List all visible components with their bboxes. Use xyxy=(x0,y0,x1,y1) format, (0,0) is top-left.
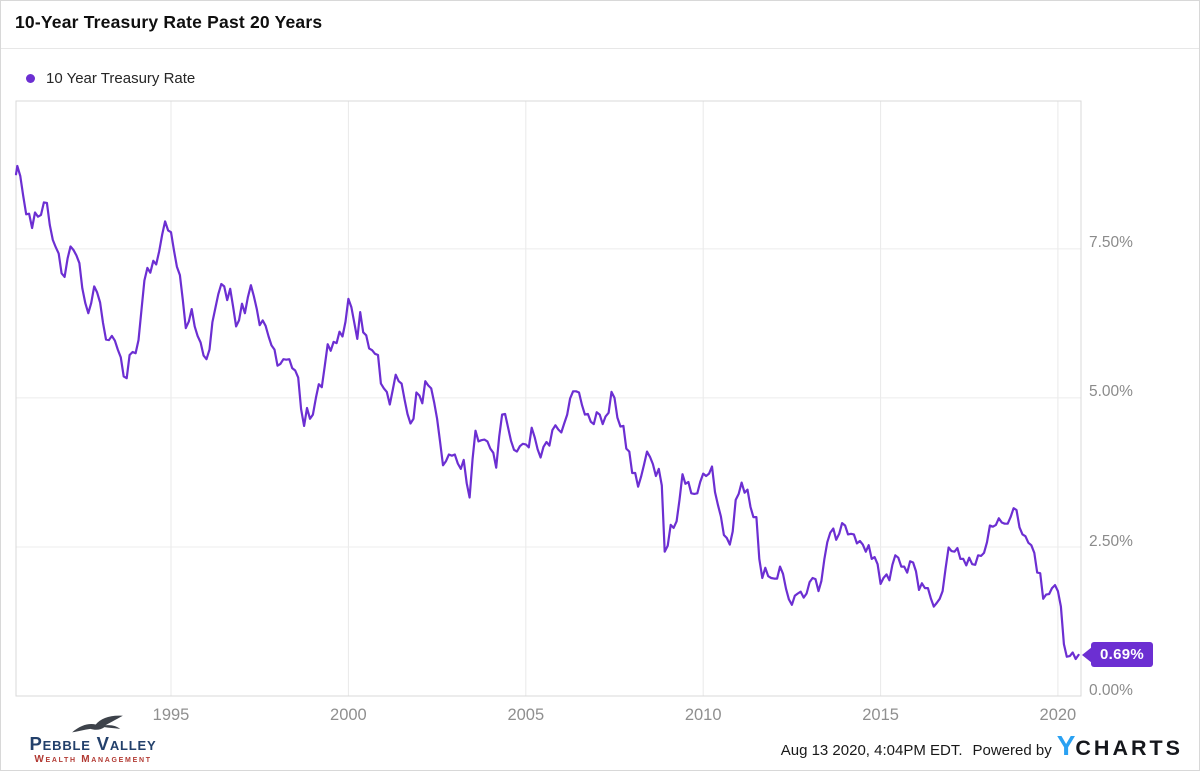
x-axis-tick-label: 2020 xyxy=(1039,706,1077,724)
x-axis-tick-label: 1995 xyxy=(152,706,190,724)
title-divider xyxy=(1,48,1199,49)
brand-logo: Pebble Valley Wealth Management xyxy=(17,713,169,765)
y-axis-tick-label: 7.50% xyxy=(1089,234,1133,252)
timestamp: Aug 13 2020, 4:04PM EDT. xyxy=(780,742,963,759)
footer-attribution: Aug 13 2020, 4:04PM EDT. Powered by Y CHA… xyxy=(781,732,1183,761)
last-value-badge: 0.69% xyxy=(1082,642,1154,668)
ycharts-y-mark: Y xyxy=(1056,730,1076,761)
badge-arrow-icon xyxy=(1082,646,1092,663)
badge-label: 0.69% xyxy=(1100,646,1145,664)
legend-label: 10 Year Treasury Rate xyxy=(46,70,196,87)
hawk-icon xyxy=(17,713,169,735)
legend-dot-icon xyxy=(26,74,35,83)
y-axis-tick-label: 0.00% xyxy=(1089,681,1133,699)
powered-by-label: Powered by xyxy=(972,742,1052,759)
x-axis-tick-label: 2000 xyxy=(330,706,367,724)
ycharts-logo[interactable]: Y CHARTS xyxy=(1057,732,1183,761)
brand-name: Pebble Valley xyxy=(29,733,157,754)
page-title: 10-Year Treasury Rate Past 20 Years xyxy=(15,12,323,32)
y-axis-tick-label: 5.00% xyxy=(1089,383,1133,401)
y-axis-tick-label: 2.50% xyxy=(1089,532,1133,550)
legend: 10 Year Treasury Rate xyxy=(26,70,195,87)
brand-subtitle: Wealth Management xyxy=(34,754,152,765)
ycharts-wordmark: CHARTS xyxy=(1075,736,1183,760)
x-axis-tick-label: 2005 xyxy=(507,706,545,724)
x-axis-tick-label: 2010 xyxy=(684,706,722,724)
x-axis-tick-label: 2015 xyxy=(862,706,899,724)
